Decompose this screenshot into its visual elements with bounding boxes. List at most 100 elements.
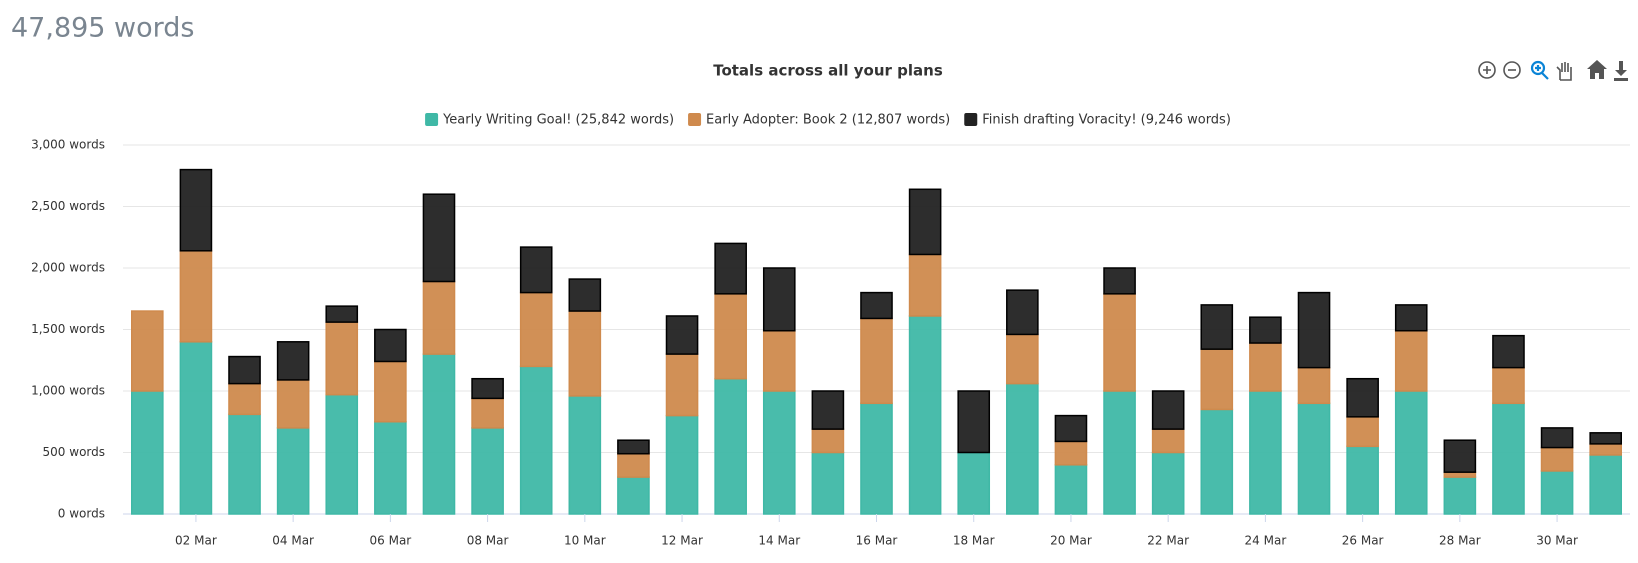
x-tick-label: 06 Mar — [370, 534, 412, 548]
selection-zoom-button[interactable] — [1530, 60, 1549, 80]
bar-segment — [519, 246, 553, 294]
page-title: 47,895 words — [11, 13, 195, 44]
bar-segment — [665, 414, 699, 515]
bar-segment — [1200, 408, 1234, 515]
bar-segment — [1540, 427, 1574, 449]
bar-segment — [1394, 304, 1428, 332]
bar-segment — [860, 317, 893, 405]
legend-label: Early Adopter: Book 2 (12,807 words) — [706, 113, 950, 128]
y-tick-label: 1,500 words — [31, 322, 105, 336]
bar-segment — [1492, 334, 1525, 369]
bar-segment — [1006, 382, 1039, 515]
legend-label: Yearly Writing Goal! (25,842 words) — [442, 113, 674, 128]
x-tick-label: 08 Mar — [467, 534, 509, 548]
bar-segment — [1394, 390, 1428, 515]
bar-segment — [1054, 440, 1088, 466]
bar-segment — [325, 393, 359, 515]
bar-segment — [1249, 316, 1282, 344]
bar-segment — [422, 193, 456, 283]
bar-segment — [276, 379, 310, 429]
zoom-out-button[interactable] — [1503, 61, 1521, 79]
bar-segment — [1443, 476, 1477, 515]
bar-segment — [131, 310, 164, 392]
bar-segment — [131, 390, 164, 515]
bar-segment — [1151, 428, 1185, 454]
bar-segment — [1249, 390, 1282, 515]
bar-segment — [908, 253, 942, 317]
bar-segment — [665, 353, 699, 417]
bar-segment — [1589, 443, 1622, 456]
bar-segment — [860, 291, 893, 320]
bar-segment — [519, 291, 553, 368]
bar-segment — [471, 427, 504, 515]
x-tick-label: 30 Mar — [1536, 534, 1578, 548]
bar-segment — [1346, 445, 1379, 515]
legend-item[interactable]: Yearly Writing Goal! (25,842 words) — [425, 113, 674, 128]
bar-segment — [714, 377, 747, 515]
bar-segment — [860, 402, 893, 515]
bar-segment — [1054, 464, 1088, 515]
bar-segment — [325, 321, 359, 396]
x-tick-label: 20 Mar — [1050, 534, 1092, 548]
bar-segment — [617, 439, 650, 455]
chart-title: Totals across all your plans — [713, 62, 943, 80]
bar-segment — [1346, 377, 1379, 418]
bar-segment — [374, 328, 407, 363]
x-tick-label: 28 Mar — [1439, 534, 1481, 548]
bar-segment — [762, 390, 796, 515]
x-tick-label: 26 Mar — [1342, 534, 1384, 548]
bar-segment — [1346, 416, 1379, 448]
bar-segment — [811, 451, 845, 515]
bar-segment — [568, 395, 602, 515]
legend-label: Finish drafting Voracity! (9,246 words) — [982, 113, 1231, 128]
y-tick-label: 0 words — [58, 507, 105, 521]
bar-segment — [1200, 348, 1234, 411]
x-tick-label: 04 Mar — [272, 534, 314, 548]
bar-segment — [228, 355, 261, 385]
bar-segment — [179, 250, 213, 343]
bar-segment — [665, 315, 699, 355]
bar-segment — [568, 310, 602, 397]
bar-segment — [1054, 414, 1088, 443]
bar-segment — [617, 452, 650, 478]
bar-segment — [762, 329, 796, 392]
bar-segment — [1006, 333, 1039, 385]
bar-segment — [1297, 402, 1331, 515]
toolbar — [1478, 60, 1628, 81]
download-button[interactable] — [1614, 61, 1628, 81]
x-tick-label: 24 Mar — [1245, 534, 1287, 548]
bar-segment — [1103, 267, 1136, 295]
bar-segment — [1492, 402, 1525, 515]
bar-segment — [1589, 454, 1622, 515]
reset-button[interactable] — [1587, 60, 1607, 79]
legend-swatch — [964, 113, 978, 126]
legend-swatch — [425, 113, 439, 126]
bar-segment — [714, 242, 747, 295]
y-tick-label: 2,000 words — [31, 261, 105, 275]
bar-segment — [1103, 390, 1136, 515]
bar-segment — [179, 341, 213, 515]
legend-item[interactable]: Finish drafting Voracity! (9,246 words) — [964, 113, 1231, 128]
bar-segment — [1297, 366, 1331, 405]
bar-segment — [762, 267, 796, 332]
bar-segment — [1443, 439, 1477, 473]
bar-segment — [179, 168, 213, 252]
bar-segment — [374, 421, 407, 515]
bar-segment — [325, 305, 359, 323]
bar-segment — [714, 293, 747, 380]
bar-segment — [1151, 451, 1185, 515]
y-tick-label: 1,000 words — [31, 384, 105, 398]
bar-segment — [957, 451, 991, 515]
bar-segment — [811, 428, 845, 454]
pan-button[interactable] — [1556, 62, 1572, 81]
bar-segment — [422, 353, 456, 515]
zoom-in-button[interactable] — [1478, 61, 1496, 79]
bar-segment — [811, 390, 845, 430]
legend-item[interactable]: Early Adopter: Book 2 (12,807 words) — [688, 113, 950, 128]
bar-segment — [276, 427, 310, 515]
x-tick-label: 18 Mar — [953, 534, 995, 548]
bar-segment — [1103, 293, 1136, 392]
x-tick-label: 10 Mar — [564, 534, 606, 548]
bar-segment — [471, 397, 504, 429]
